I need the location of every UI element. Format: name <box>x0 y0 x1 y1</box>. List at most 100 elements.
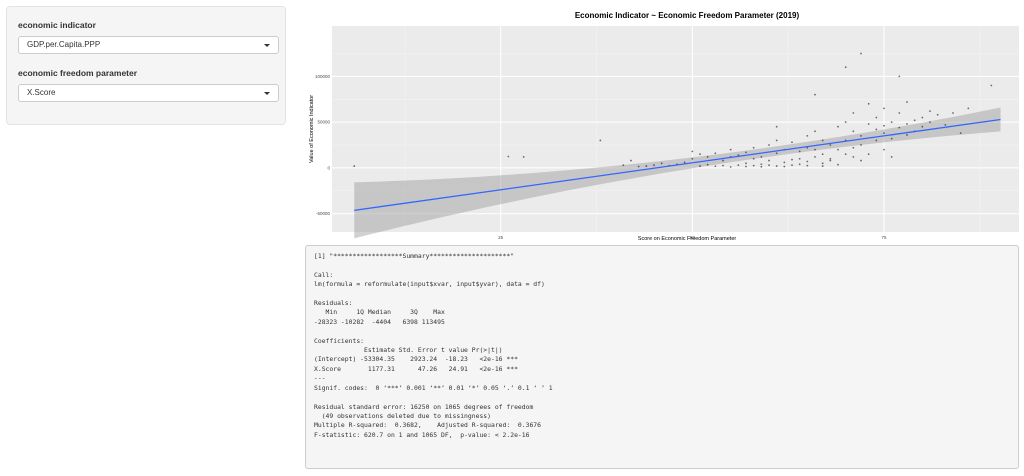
y-axis-label: Value of Economic Indicator <box>309 95 315 163</box>
regression-line <box>354 118 1001 211</box>
data-point <box>791 141 793 144</box>
data-point <box>860 134 862 137</box>
data-point <box>829 159 832 162</box>
data-point <box>867 102 870 105</box>
econ-indicator-value: GDP.per.Capita.PPP <box>27 40 101 49</box>
data-point <box>913 119 916 122</box>
data-point <box>852 130 855 133</box>
data-point <box>890 137 893 140</box>
data-point <box>353 165 356 167</box>
data-point <box>906 123 908 125</box>
data-point <box>622 164 625 167</box>
data-point <box>806 160 809 163</box>
y-tick-label: 0 <box>327 165 330 170</box>
freedom-param-value: X.Score <box>27 88 56 97</box>
data-point <box>699 153 701 156</box>
data-point <box>875 139 878 142</box>
data-point <box>837 125 839 128</box>
data-point <box>783 165 786 168</box>
data-point <box>791 158 793 161</box>
data-point <box>814 130 816 133</box>
y-tick-label: 100000 <box>315 74 331 79</box>
data-point <box>752 164 755 167</box>
data-point <box>883 148 885 151</box>
data-point <box>722 164 724 167</box>
data-point <box>714 165 717 168</box>
chevron-down-icon <box>264 44 270 47</box>
data-point <box>798 157 801 160</box>
data-point <box>706 163 709 166</box>
x-axis-label: Score on Economic Freedom Parameter <box>638 236 737 242</box>
data-point <box>760 156 763 158</box>
data-point <box>706 156 709 158</box>
data-point <box>752 146 755 149</box>
data-point <box>852 146 855 149</box>
data-point <box>806 134 809 137</box>
data-point <box>967 107 970 110</box>
confidence-band <box>354 107 1001 239</box>
data-point <box>898 75 901 78</box>
sidebar-panel: economic indicator GDP.per.Capita.PPP ec… <box>6 6 286 125</box>
data-point <box>699 165 701 167</box>
data-point <box>844 121 847 124</box>
data-point <box>791 164 793 167</box>
data-point <box>837 163 839 166</box>
data-point <box>814 93 816 96</box>
x-tick-label: 50 <box>690 235 696 240</box>
data-point <box>898 126 901 129</box>
data-point <box>745 162 747 165</box>
regression-plot: Economic Indicator ~ Economic Freedom Pa… <box>305 6 1019 242</box>
data-point <box>867 153 870 156</box>
data-point <box>653 164 655 167</box>
data-point <box>660 162 663 165</box>
data-point <box>883 132 885 135</box>
data-point <box>798 163 801 166</box>
data-point <box>890 121 893 124</box>
data-point <box>814 148 816 151</box>
data-point <box>768 159 770 162</box>
freedom-param-select[interactable]: X.Score <box>18 84 279 102</box>
data-point <box>691 150 694 153</box>
data-point <box>745 151 747 154</box>
data-point <box>752 157 755 160</box>
data-point <box>875 128 878 131</box>
data-point <box>760 163 763 166</box>
data-point <box>860 52 862 55</box>
data-point <box>844 153 847 156</box>
y-tick-label: -50000 <box>316 211 331 216</box>
x-tick-label: 75 <box>881 235 887 240</box>
data-point <box>821 162 824 165</box>
data-point <box>906 101 908 103</box>
data-point <box>852 112 855 114</box>
data-point <box>729 166 732 168</box>
data-point <box>844 66 847 69</box>
data-point <box>860 144 862 146</box>
data-point <box>806 164 809 167</box>
data-point <box>691 157 694 160</box>
data-point <box>637 165 640 168</box>
data-point <box>814 156 816 158</box>
data-point <box>867 123 870 125</box>
data-point <box>821 139 824 142</box>
data-point <box>883 124 885 127</box>
data-point <box>890 156 893 158</box>
data-point <box>883 107 885 110</box>
data-point <box>745 165 747 168</box>
data-point <box>837 148 839 151</box>
data-point <box>722 159 724 162</box>
data-point <box>775 125 778 128</box>
data-point <box>990 84 993 87</box>
data-point <box>729 148 732 151</box>
data-point <box>898 112 901 114</box>
freedom-param-label: economic freedom parameter <box>18 68 138 78</box>
data-point <box>783 161 786 164</box>
data-point <box>906 134 908 136</box>
model-summary-output: [1] "******************Summary**********… <box>305 245 1019 469</box>
y-tick-label: 50000 <box>317 120 330 125</box>
data-point <box>645 165 648 167</box>
data-point <box>630 159 632 162</box>
data-point <box>768 144 770 146</box>
x-tick-label: 25 <box>498 235 504 240</box>
data-point <box>798 150 801 153</box>
econ-indicator-select[interactable]: GDP.per.Capita.PPP <box>18 36 279 54</box>
